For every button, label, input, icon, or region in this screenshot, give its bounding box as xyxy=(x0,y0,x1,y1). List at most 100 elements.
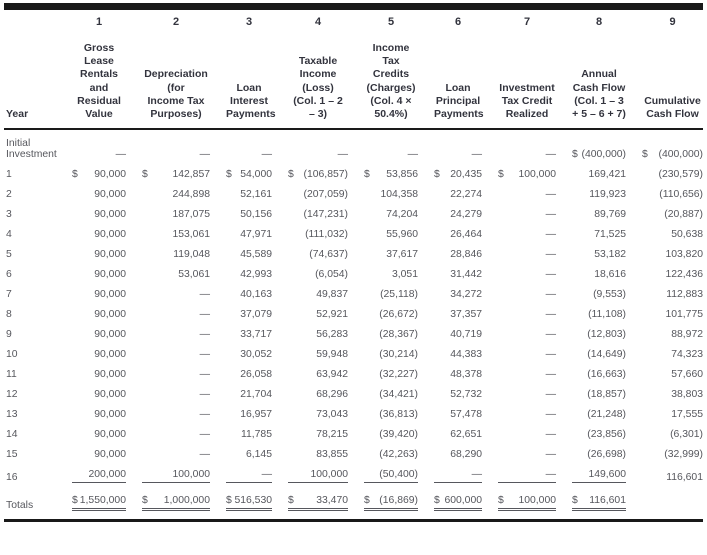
amount-value: 200,000 xyxy=(88,469,126,481)
amount-cell: $1,000,000 xyxy=(126,488,210,517)
amount-value: 90,000 xyxy=(94,289,126,301)
amount-cell: 55,960 xyxy=(348,225,418,245)
amount-cell: — xyxy=(126,325,210,345)
amount-cell: — xyxy=(482,325,556,345)
amount-value: 100,000 xyxy=(172,469,210,481)
amount-cell: 149,600 xyxy=(556,465,626,488)
currency-symbol: $ xyxy=(226,169,232,181)
currency-symbol: $ xyxy=(72,169,78,181)
amount-cell: — xyxy=(482,345,556,365)
amount-cell: — xyxy=(348,129,418,165)
amount-cell: 104,358 xyxy=(348,185,418,205)
amount-cell: 90,000 xyxy=(56,285,126,305)
amount-cell: 21,704 xyxy=(210,385,272,405)
amount-cell: 38,803 xyxy=(626,385,703,405)
amount-value: — xyxy=(545,229,556,241)
amount-value: 40,719 xyxy=(450,329,482,341)
table-row: 1 $90,000 $142,857 $54,000 $ (106,857) $53,856… xyxy=(4,165,703,185)
year-label: 12 xyxy=(6,389,18,401)
amount-value: (230,579) xyxy=(658,169,703,181)
amount-cell: $53,856 xyxy=(348,165,418,185)
amount-cell: $ (16,869) xyxy=(348,488,418,517)
amount-cell: 45,589 xyxy=(210,245,272,265)
amount-cell: 17,555 xyxy=(626,405,703,425)
amount-cell: 73,043 xyxy=(272,405,348,425)
column-header-5: Income Tax Credits (Charges) (Col. 4 × 5… xyxy=(348,41,418,131)
table-header: 1 2 3 4 5 6 7 8 9 Year Gross Lease Rentals and R… xyxy=(4,10,703,131)
amount-cell: — xyxy=(272,129,348,165)
amount-cell: (26,672) xyxy=(348,305,418,325)
amount-value: 74,323 xyxy=(671,349,703,361)
amount-value: — xyxy=(199,149,210,161)
currency-symbol: $ xyxy=(142,169,148,181)
amount-cell: 122,436 xyxy=(626,265,703,285)
amount-value: 90,000 xyxy=(94,409,126,421)
column-number-8: 8 xyxy=(595,16,603,28)
amount-cell: 40,163 xyxy=(210,285,272,305)
amount-cell: 119,923 xyxy=(556,185,626,205)
amount-cell: (36,813) xyxy=(348,405,418,425)
amount-cell: 37,079 xyxy=(210,305,272,325)
amount-value: 37,357 xyxy=(450,309,482,321)
amount-cell: 16,957 xyxy=(210,405,272,425)
column-header-6: Loan Principal Payments xyxy=(418,41,484,131)
amount-value: — xyxy=(199,429,210,441)
amount-cell: (32,227) xyxy=(348,365,418,385)
amount-value: 90,000 xyxy=(94,169,126,181)
amount-cell: 22,274 xyxy=(418,185,482,205)
amount-cell: 63,942 xyxy=(272,365,348,385)
amount-value: 63,942 xyxy=(316,369,348,381)
amount-cell: (16,663) xyxy=(556,365,626,385)
amount-cell: (6,301) xyxy=(626,425,703,445)
amount-cell: $116,601 xyxy=(556,488,626,517)
amount-cell: 153,061 xyxy=(126,225,210,245)
amount-value: 48,378 xyxy=(450,369,482,381)
currency-symbol: $ xyxy=(498,494,504,506)
amount-value: — xyxy=(199,369,210,381)
amount-cell: — xyxy=(482,385,556,405)
column-header-4: Taxable Income (Loss) (Col. 1 – 2 – 3) xyxy=(272,41,348,131)
amount-cell: — xyxy=(482,445,556,465)
amount-cell: $20,435 xyxy=(418,165,482,185)
amount-cell: — xyxy=(418,465,482,488)
amount-value: 62,651 xyxy=(450,429,482,441)
amount-cell: (26,698) xyxy=(556,445,626,465)
amount-cell: 57,478 xyxy=(418,405,482,425)
amount-value: 57,660 xyxy=(671,369,703,381)
amount-value: 53,061 xyxy=(178,269,210,281)
table-body: Initial Investment — — — — — — — $ (400,000) $ (400… xyxy=(4,129,703,517)
amount-value: 11,785 xyxy=(240,429,272,441)
amount-value: 26,058 xyxy=(240,369,272,381)
amount-value: (30,214) xyxy=(379,349,418,361)
table-row: 12 90,000 — 21,704 68,296 (34,421) 52,732 — (18,… xyxy=(4,385,703,405)
amount-cell: 90,000 xyxy=(56,425,126,445)
column-number-3: 3 xyxy=(245,16,253,28)
amount-cell: — xyxy=(210,129,272,165)
amount-cell: $600,000 xyxy=(418,488,482,517)
currency-symbol: $ xyxy=(364,169,370,181)
amount-value: 53,856 xyxy=(386,169,418,181)
year-label: 10 xyxy=(6,349,18,361)
amount-cell: 116,601 xyxy=(626,465,703,488)
amount-value: 100,000 xyxy=(518,494,556,506)
amount-cell: — xyxy=(210,465,272,488)
amount-value: (207,059) xyxy=(303,189,348,201)
amount-cell: 52,161 xyxy=(210,185,272,205)
bottom-rule xyxy=(4,518,703,522)
amount-value: — xyxy=(545,149,556,161)
amount-cell: 83,855 xyxy=(272,445,348,465)
amount-value: 600,000 xyxy=(444,494,482,506)
amount-cell: 50,156 xyxy=(210,205,272,225)
year-label: 13 xyxy=(6,409,18,421)
amount-cell: 18,616 xyxy=(556,265,626,285)
amount-cell: 56,283 xyxy=(272,325,348,345)
table-row: 3 90,000 187,075 50,156 (147,231) 74,204 24,27… xyxy=(4,205,703,225)
amount-value: — xyxy=(545,349,556,361)
year-label: Totals xyxy=(6,499,34,511)
amount-value: 33,470 xyxy=(316,494,348,506)
year-label: 3 xyxy=(6,209,12,221)
amount-cell: $33,470 xyxy=(272,488,348,517)
amount-value: 83,855 xyxy=(316,449,348,461)
amount-cell: 78,215 xyxy=(272,425,348,445)
amount-value: 90,000 xyxy=(94,209,126,221)
